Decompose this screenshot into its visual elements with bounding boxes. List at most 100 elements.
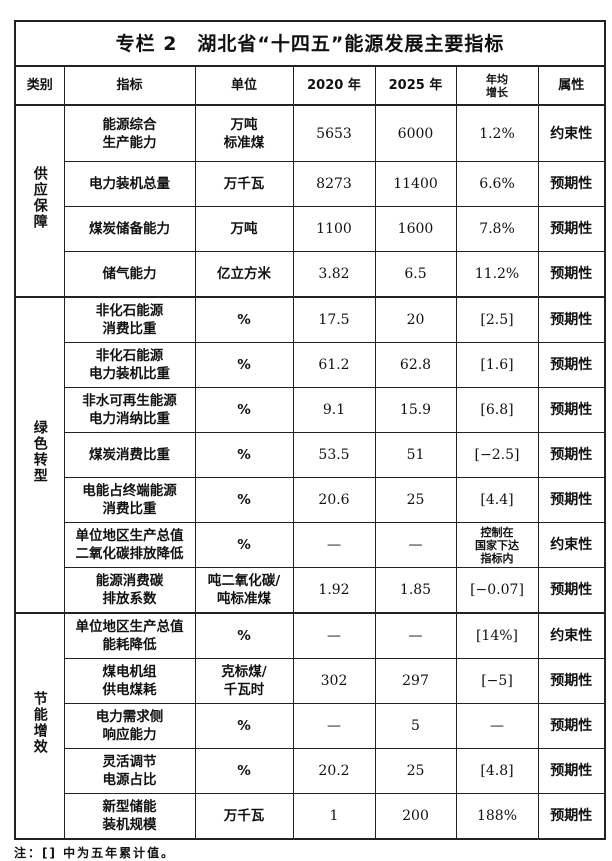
unit-cell: 万吨 [194,206,294,252]
growth-cell: 控制在 国家下达 指标内 [455,522,539,568]
attribute-cell: 预期性 [537,206,606,252]
value-2020-cell: 1 [292,793,376,840]
indicator-cell: 能源消费碳 排放系数 [63,567,196,614]
unit-cell: % [194,387,294,433]
unit-cell: % [194,477,294,523]
attribute-cell: 约束性 [537,522,606,568]
indicator-cell: 电能占终端能源 消费比重 [63,477,196,523]
attribute-cell: 预期性 [537,748,606,794]
indicator-cell: 非化石能源 消费比重 [63,296,196,343]
category-label: 供应保障 [31,166,48,230]
indicator-cell: 能源综合 生产能力 [63,104,196,162]
value-2025-cell: 25 [374,748,457,794]
unit-cell: % [194,296,294,343]
growth-cell: — [455,703,539,749]
table-row: 能源消费碳 排放系数 吨二氧化碳/ 吨标准煤 1.92 1.85 [−0.07] 预期性 [15,567,606,614]
unit-cell: 亿立方米 [194,251,294,298]
header-indicator: 指标 [63,65,196,106]
value-2020-cell: 3.82 [292,251,376,298]
table-row: 电能占终端能源 消费比重% 20.6 25 [4.4] 预期性 [15,477,606,523]
value-2020-cell: 302 [292,658,376,704]
footnote: 注：[] 中为五年累计值。 [14,846,176,860]
attribute-cell: 约束性 [537,612,606,659]
unit-cell: % [194,612,294,659]
table-row: 单位地区生产总值 二氧化碳排放降低% — — 控制在 国家下达 指标内 约束性 [15,522,606,568]
growth-cell: 1.2% [455,104,539,162]
header-2020: 2020 年 [292,65,376,106]
header-attribute: 属性 [537,65,606,106]
growth-cell: [1.6] [455,342,539,388]
indicator-cell: 煤电机组 供电煤耗 [63,658,196,704]
value-2025-cell: 297 [374,658,457,704]
growth-cell: 6.6% [455,161,539,207]
unit-cell: % [194,432,294,478]
table-row: 新型储能 装机规模 万千瓦 1 200 188% 预期性 [15,793,606,840]
indicator-cell: 非水可再生能源 电力消纳比重 [63,387,196,433]
growth-cell: [4.8] [455,748,539,794]
table-row: 煤电机组 供电煤耗 克标煤/ 千瓦时 302 297 [−5] 预期性 [15,658,606,704]
unit-cell: 万千瓦 [194,793,294,840]
value-2020-cell: 8273 [292,161,376,207]
value-2020-cell: 5653 [292,104,376,162]
value-2025-cell: 51 [374,432,457,478]
energy-indicators-table: 专栏 2 湖北省“十四五”能源发展主要指标 类别 指标 单位 2020 年 20… [13,20,607,840]
value-2020-cell: 1.92 [292,567,376,614]
attribute-cell: 预期性 [537,432,606,478]
value-2025-cell: 5 [374,703,457,749]
growth-cell: 7.8% [455,206,539,252]
value-2020-cell: 61.2 [292,342,376,388]
unit-cell: 克标煤/ 千瓦时 [194,658,294,704]
attribute-cell: 预期性 [537,477,606,523]
table-row: 电力装机总量 万千瓦 8273 11400 6.6% 预期性 [15,161,606,207]
value-2020-cell: 20.2 [292,748,376,794]
unit-cell: % [194,522,294,568]
attribute-cell: 预期性 [537,161,606,207]
value-2025-cell: — [374,612,457,659]
table-row: 储气能力 亿立方米 3.82 6.5 11.2% 预期性 [15,251,606,298]
table-row: 灵活调节 电源占比% 20.2 25 [4.8] 预期性 [15,748,606,794]
indicator-cell: 新型储能 装机规模 [63,793,196,840]
attribute-cell: 约束性 [537,104,606,162]
header-row: 类别 指标 单位 2020 年 2025 年 年均 增长 属性 [14,65,606,106]
growth-cell: [−0.07] [455,567,539,614]
unit-cell: 万吨 标准煤 [194,104,294,162]
value-2025-cell: 62.8 [374,342,457,388]
category-cell: 供应保障 [14,104,65,298]
attribute-cell: 预期性 [537,342,606,388]
indicator-cell: 灵活调节 电源占比 [63,748,196,794]
value-2025-cell: 1.85 [374,567,457,614]
value-2020-cell: 53.5 [292,432,376,478]
table-row: 绿色转型 非化石能源 消费比重% 17.5 20 [2.5] 预期性 [14,296,606,614]
value-2020-cell: 17.5 [292,296,376,343]
attribute-cell: 预期性 [537,387,606,433]
value-2020-cell: — [292,612,376,659]
growth-cell: 188% [455,793,539,840]
header-category: 类别 [14,65,65,106]
indicator-cell: 煤炭储备能力 [63,206,196,252]
value-2025-cell: 15.9 [374,387,457,433]
growth-cell: [14%] [455,612,539,659]
value-2025-cell: 1600 [374,206,457,252]
value-2025-cell: 20 [374,296,457,343]
category-label: 节能增效 [31,691,48,755]
growth-cell: [4.4] [455,477,539,523]
category-cell: 节能增效 [14,612,65,840]
table-row: 节能增效 单位地区生产总值 能耗降低% — — [14%] 约束性 [14,612,606,840]
growth-cell: [−2.5] [455,432,539,478]
attribute-cell: 预期性 [537,296,606,343]
value-2020-cell: 9.1 [292,387,376,433]
indicator-cell: 非化石能源 电力装机比重 [63,342,196,388]
header-unit: 单位 [194,65,294,106]
unit-cell: % [194,703,294,749]
table-row: 煤炭储备能力 万吨 1100 1600 7.8% 预期性 [15,206,606,252]
value-2020-cell: 20.6 [292,477,376,523]
category-cell: 绿色转型 [14,296,65,614]
value-2025-cell: — [374,522,457,568]
table-row: 煤炭消费比重% 53.5 51 [−2.5] 预期性 [15,432,606,478]
growth-cell: [2.5] [455,296,539,343]
unit-cell: 万千瓦 [194,161,294,207]
attribute-cell: 预期性 [537,251,606,298]
attribute-cell: 预期性 [537,567,606,614]
table-row: 非化石能源 电力装机比重% 61.2 62.8 [1.6] 预期性 [15,342,606,388]
